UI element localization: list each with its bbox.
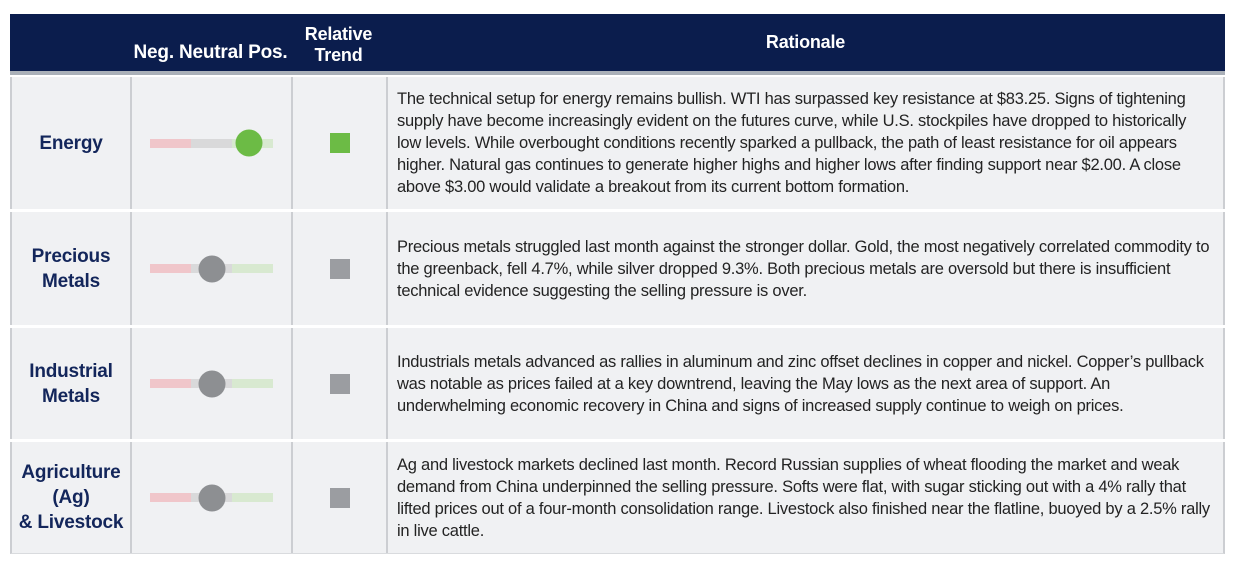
slider-neutral-segment (190, 138, 233, 148)
rationale-cell: Precious metals struggled last month aga… (386, 212, 1223, 325)
trend-square (329, 487, 350, 508)
rationale-cell: Ag and livestock markets declined last m… (386, 442, 1223, 553)
trend-square (329, 258, 350, 279)
category-label: Energy (39, 132, 103, 154)
sentiment-cell (130, 212, 291, 325)
slider-positive-segment (232, 493, 274, 502)
sentiment-cell (130, 77, 291, 209)
table-header: Neg. Neutral Pos. Relative Trend Rationa… (10, 14, 1225, 75)
category-label: Precious Metals (31, 245, 111, 292)
sentiment-knob (235, 129, 263, 157)
slider-negative-segment (149, 493, 191, 502)
sentiment-slider (149, 129, 274, 157)
table-row-agriculture-livestock: Agriculture (Ag) & Livestock Ag and live… (10, 442, 1225, 554)
table-row-industrial-metals: Industrial Metals Industrials metals adv… (10, 328, 1225, 439)
slider-negative-segment (149, 379, 191, 388)
trend-cell (291, 212, 386, 325)
commodity-outlook-table: Neg. Neutral Pos. Relative Trend Rationa… (10, 14, 1225, 554)
category-label: Agriculture (Ag) & Livestock (18, 462, 124, 533)
category-label: Industrial Metals (29, 360, 113, 407)
table-row-energy: Energy The technical setup for energy re… (10, 77, 1225, 209)
trend-square (329, 373, 350, 394)
sentiment-slider (149, 370, 274, 397)
table-row-precious-metals: Precious Metals Precious metals struggle… (10, 212, 1225, 325)
sentiment-knob (198, 484, 225, 511)
trend-square (329, 133, 350, 153)
rationale-cell: The technical setup for energy remains b… (386, 77, 1223, 209)
table-body: Energy The technical setup for energy re… (10, 77, 1225, 554)
sentiment-cell (130, 328, 291, 439)
slider-positive-segment (232, 264, 274, 273)
slider-negative-segment (149, 138, 191, 148)
rationale-text: The technical setup for energy remains b… (397, 90, 1187, 196)
rationale-text: Industrials metals advanced as rallies i… (397, 352, 1204, 415)
header-category-column (10, 14, 130, 71)
rationale-text: Precious metals struggled last month aga… (397, 237, 1210, 300)
rationale-cell: Industrials metals advanced as rallies i… (386, 328, 1223, 439)
header-neg-neutral-pos: Neg. Neutral Pos. (133, 42, 288, 63)
header-rationale: Rationale (765, 32, 846, 52)
sentiment-slider (149, 255, 274, 282)
sentiment-knob (198, 370, 225, 397)
trend-cell (291, 442, 386, 553)
header-relative-trend: Relative Trend (304, 24, 373, 65)
sentiment-cell (130, 442, 291, 553)
slider-positive-segment (232, 379, 274, 388)
trend-cell (291, 77, 386, 209)
rationale-text: Ag and livestock markets declined last m… (397, 455, 1210, 540)
sentiment-knob (198, 255, 225, 282)
sentiment-slider (149, 484, 274, 511)
slider-negative-segment (149, 264, 191, 273)
trend-cell (291, 328, 386, 439)
